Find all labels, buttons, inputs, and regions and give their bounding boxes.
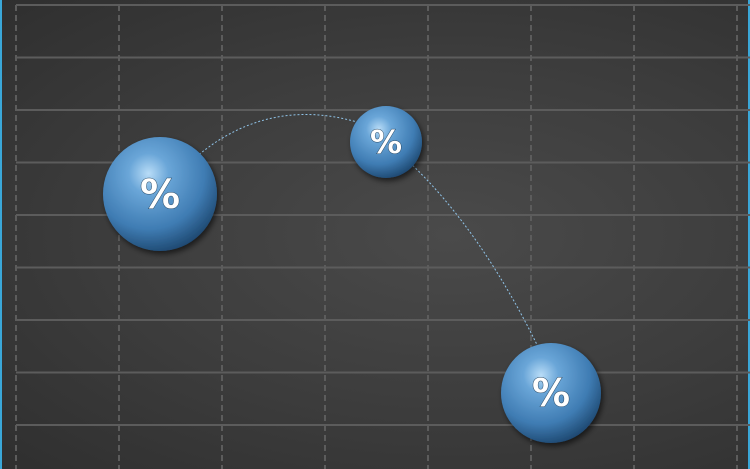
- percent-label: %: [370, 123, 402, 161]
- percent-label: %: [532, 371, 570, 415]
- connector-curve-1: [186, 113, 358, 166]
- sphere-1: %: [103, 137, 217, 251]
- sphere-3: %: [501, 343, 601, 443]
- sphere-2: %: [350, 106, 422, 178]
- grid: [15, 4, 750, 469]
- percent-label: %: [140, 172, 180, 218]
- connector-curve-2: [406, 159, 543, 356]
